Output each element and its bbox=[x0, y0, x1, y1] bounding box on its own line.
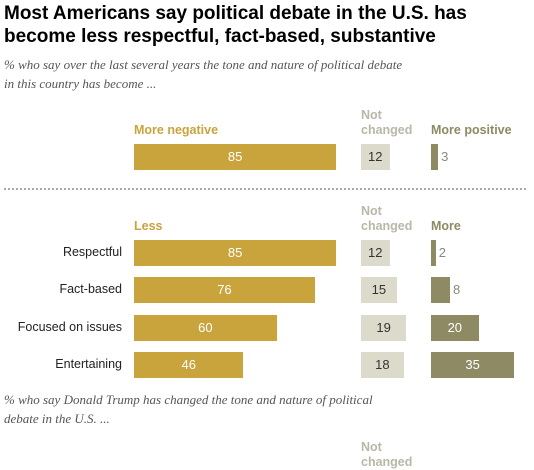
panel2-header-not-changed-line1: Not bbox=[361, 204, 382, 218]
panel2-header-more: More bbox=[431, 219, 461, 233]
panel2-value-label-not-changed: 18 bbox=[375, 357, 390, 372]
panel2-value-label-more: 35 bbox=[465, 357, 480, 372]
subtitle-1-line-2: in this country has become ... bbox=[4, 76, 157, 91]
panel2-bar-more bbox=[431, 277, 451, 303]
panel3-header-not-changed-line2: changed bbox=[361, 455, 413, 469]
panel1-value-label-less: 85 bbox=[227, 149, 243, 164]
panel1-bar-more bbox=[431, 144, 439, 170]
panel2-value-label-not-changed: 19 bbox=[376, 320, 391, 335]
panel2-value-label-more: 20 bbox=[447, 320, 463, 335]
panel2-row-label: Fact-based bbox=[59, 282, 122, 296]
panel3-header-not-changed: Not changed bbox=[361, 440, 412, 470]
panel2-bar-less bbox=[134, 277, 315, 303]
panel1-header-not-changed-line1: Not bbox=[361, 108, 382, 122]
panel1-header-not-changed-line2: changed bbox=[361, 123, 413, 137]
panel1-bar-less bbox=[134, 144, 337, 170]
panel1-header-more-positive: More positive bbox=[431, 123, 512, 137]
panel2-bar-not-changed bbox=[361, 315, 407, 341]
panel2-bar-not-changed bbox=[361, 352, 404, 378]
panel2-value-label-more: 8 bbox=[453, 282, 461, 297]
chart-title-line-1: Most Americans say political debate in t… bbox=[4, 3, 467, 24]
subtitle-2-line-1: % who say Donald Trump has changed the t… bbox=[4, 392, 373, 407]
panel2-bar-not-changed bbox=[361, 240, 390, 266]
chart-title-line-2: become less respectful, fact-based, subs… bbox=[4, 26, 436, 47]
panel1-bar-not-changed bbox=[361, 144, 390, 170]
panel2-header-not-changed: Not changed bbox=[361, 204, 412, 234]
subtitle-2-line-2: debate in the U.S. ... bbox=[4, 411, 110, 426]
panel1-header-not-changed: Not changed bbox=[361, 108, 412, 138]
panel2-row-label: Respectful bbox=[62, 245, 122, 259]
panel2-header-less: Less bbox=[134, 219, 163, 233]
panel2-bar-more bbox=[431, 352, 515, 378]
panel2-bar-less bbox=[134, 240, 337, 266]
panel2-value-label-less: 46 bbox=[181, 357, 196, 372]
panel2-value-label-less: 85 bbox=[227, 245, 243, 260]
panel2-value-label-not-changed: 15 bbox=[371, 282, 387, 297]
subtitle-1-line-1: % who say over the last several years th… bbox=[4, 57, 403, 72]
panel2-value-label-more: 2 bbox=[438, 245, 446, 260]
panel1-value-label-more: 3 bbox=[441, 149, 449, 164]
panel2-row-label: Entertaining bbox=[55, 357, 122, 371]
panel2-row-label: Focused on issues bbox=[17, 320, 122, 334]
section-divider bbox=[4, 188, 526, 190]
panel2-value-label-less: 60 bbox=[198, 320, 213, 335]
panel2-bar-more bbox=[431, 240, 436, 266]
panel2-bar-less bbox=[134, 315, 277, 341]
panel1-header-more-negative: More negative bbox=[134, 123, 219, 137]
panel2-header-not-changed-line2: changed bbox=[361, 219, 413, 233]
panel2-value-label-less: 76 bbox=[217, 282, 232, 297]
panel2-value-label-not-changed: 12 bbox=[368, 245, 383, 260]
panel2-bar-more bbox=[431, 315, 479, 341]
panel2-bar-not-changed bbox=[361, 277, 397, 303]
panel3-header-not-changed-line1: Not bbox=[361, 440, 382, 454]
panel2-bar-less bbox=[134, 352, 244, 378]
panel1-value-label-not-changed: 12 bbox=[368, 149, 383, 164]
